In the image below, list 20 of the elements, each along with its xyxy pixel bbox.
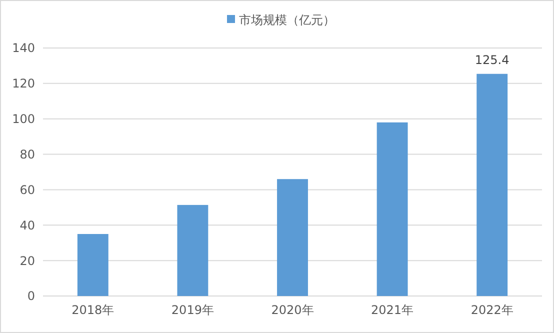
bar (77, 234, 108, 296)
data-label: 125.4 (474, 52, 510, 67)
y-tick-label: 60 (20, 182, 35, 197)
x-tick-label: 2018年 (72, 303, 114, 317)
bar (376, 122, 408, 296)
y-tick-label: 120 (12, 76, 35, 91)
y-tick-label: 0 (27, 289, 35, 304)
y-tick-label: 20 (20, 254, 35, 268)
y-tick-label: 100 (12, 112, 35, 126)
bar (476, 74, 508, 296)
y-tick-label: 40 (20, 218, 35, 232)
y-tick-label: 140 (12, 41, 35, 56)
bar (277, 179, 308, 296)
x-tick-label: 2020年 (271, 303, 314, 317)
legend-label: 市场规模（亿元） (239, 13, 335, 28)
y-tick-label: 80 (20, 147, 35, 162)
x-tick-label: 2022年 (470, 303, 514, 317)
bar (177, 204, 208, 296)
x-tick-label: 2019年 (171, 303, 214, 317)
x-tick-label: 2021年 (371, 303, 414, 317)
